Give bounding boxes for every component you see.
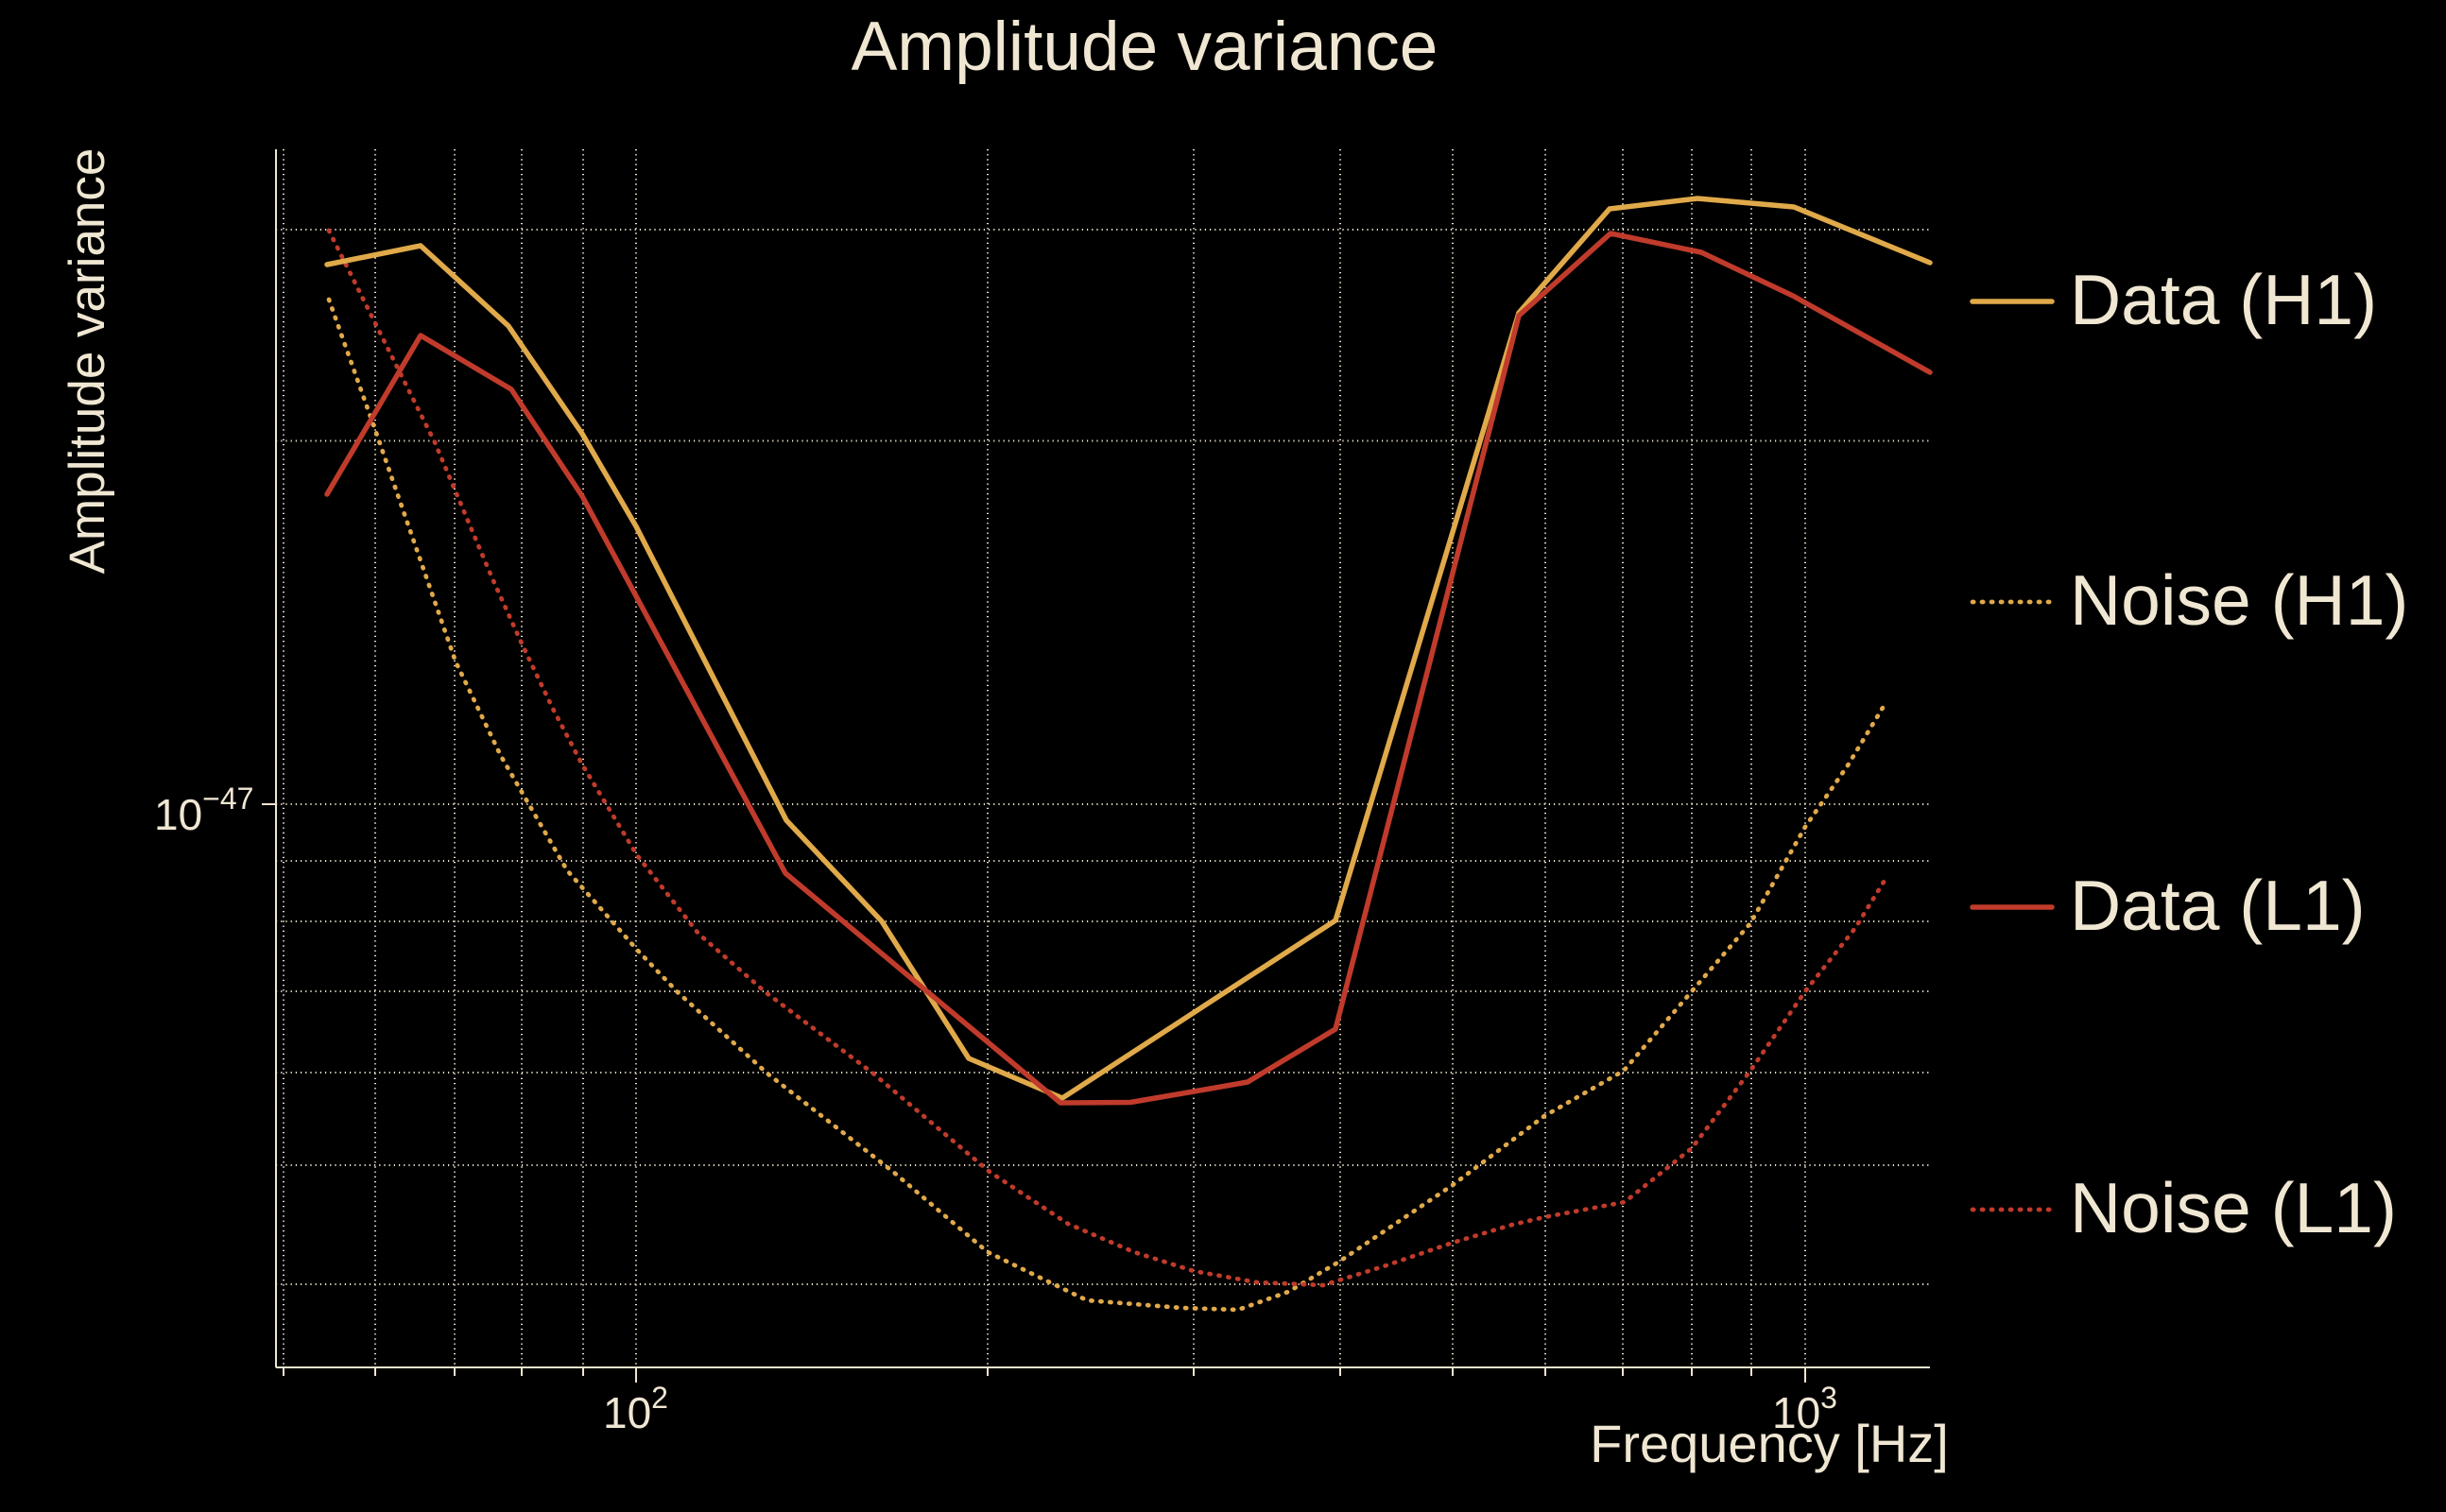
svg-text:Data (L1): Data (L1) (2070, 866, 2366, 945)
svg-text:Data (H1): Data (H1) (2070, 260, 2377, 339)
svg-text:Noise (H1): Noise (H1) (2070, 560, 2408, 640)
svg-text:Noise (L1): Noise (L1) (2070, 1168, 2397, 1247)
svg-text:Amplitude variance: Amplitude variance (852, 9, 1438, 85)
svg-text:Frequency [Hz]: Frequency [Hz] (1590, 1414, 1949, 1473)
svg-text:Amplitude variance: Amplitude variance (60, 148, 115, 575)
svg-text:102: 102 (603, 1381, 668, 1437)
svg-text:103: 103 (1772, 1381, 1837, 1437)
